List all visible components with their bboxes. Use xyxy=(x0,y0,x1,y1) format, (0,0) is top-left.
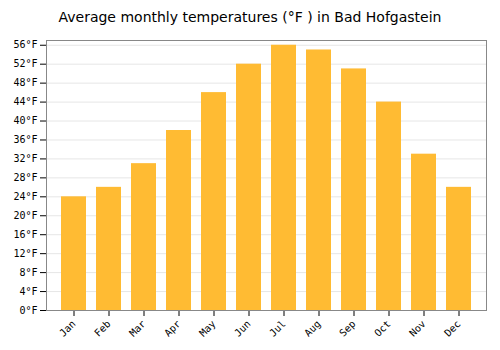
svg-text:Apr: Apr xyxy=(162,318,183,339)
svg-text:4°F: 4°F xyxy=(19,286,37,297)
svg-text:56°F: 56°F xyxy=(13,39,37,50)
svg-text:12°F: 12°F xyxy=(13,248,37,259)
svg-text:48°F: 48°F xyxy=(13,77,37,88)
svg-text:44°F: 44°F xyxy=(13,96,37,107)
svg-text:May: May xyxy=(197,318,218,339)
svg-text:32°F: 32°F xyxy=(13,153,37,164)
svg-text:Jun: Jun xyxy=(232,318,253,339)
svg-text:Jul: Jul xyxy=(267,318,288,339)
svg-text:Oct: Oct xyxy=(372,318,393,339)
svg-text:20°F: 20°F xyxy=(13,210,37,221)
svg-text:40°F: 40°F xyxy=(13,115,37,126)
svg-text:Feb: Feb xyxy=(92,318,113,339)
svg-text:8°F: 8°F xyxy=(19,267,37,278)
svg-text:Jan: Jan xyxy=(57,318,78,339)
svg-text:Nov: Nov xyxy=(407,318,428,339)
svg-text:16°F: 16°F xyxy=(13,229,37,240)
svg-text:Dec: Dec xyxy=(442,318,463,339)
svg-text:Mar: Mar xyxy=(127,318,148,339)
svg-text:0°F: 0°F xyxy=(19,305,37,316)
svg-text:52°F: 52°F xyxy=(13,58,37,69)
svg-text:Sep: Sep xyxy=(337,318,358,339)
html-text:Average monthly temperatures (: Average monthly temperatures (°F ) in Ba… xyxy=(58,9,442,25)
svg-text:24°F: 24°F xyxy=(13,191,37,202)
svg-text:Aug: Aug xyxy=(302,318,323,339)
svg-text:28°F: 28°F xyxy=(13,172,37,183)
svg-text:36°F: 36°F xyxy=(13,134,37,145)
